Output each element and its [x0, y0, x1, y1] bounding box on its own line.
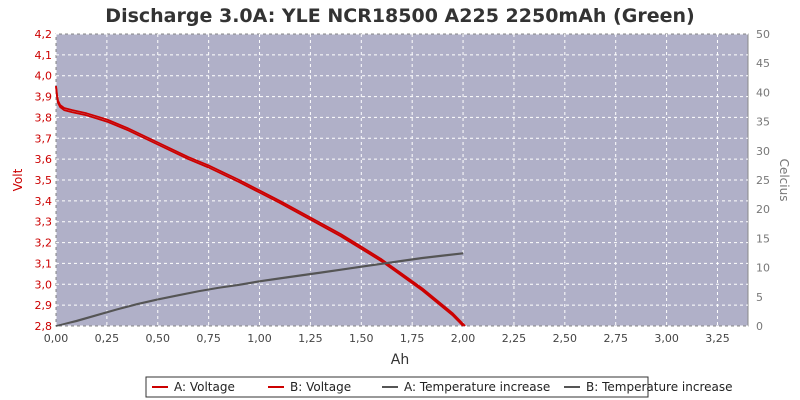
x-tick-label: 0,75 [196, 332, 221, 345]
y-tick-label: 3,6 [35, 153, 53, 166]
series-line-b-temperature-increase [55, 252, 464, 327]
y2-tick-label: 15 [756, 232, 770, 245]
y2-tick-label: 10 [756, 262, 770, 275]
y-tick-label: 4,2 [35, 28, 53, 41]
x-tick-label: 1,75 [400, 332, 425, 345]
legend-label-a-temperature-increase: A: Temperature increase [404, 380, 550, 394]
y-axis-label: Volt [11, 168, 25, 191]
y-tick-label: 2,9 [35, 299, 53, 312]
y2-axis-label: Celcius [777, 159, 791, 202]
legend-label-b-voltage: B: Voltage [290, 380, 351, 394]
series-line-a-voltage [55, 86, 464, 327]
x-tick-label: 2,00 [451, 332, 476, 345]
y-tick-label: 3,5 [35, 174, 53, 187]
x-tick-label: 2,50 [553, 332, 578, 345]
x-tick-label: 1,25 [298, 332, 323, 345]
y-tick-label: 3,3 [35, 216, 53, 229]
series-lines [55, 85, 466, 327]
y-tick-label: 4,1 [35, 49, 53, 62]
y-tick-label: 3,7 [35, 132, 53, 145]
legend-label-b-temperature-increase: B: Temperature increase [586, 380, 733, 394]
x-tick-label: 1,00 [247, 332, 272, 345]
x-tick-label: 3,00 [654, 332, 679, 345]
y-tick-label: 2,8 [35, 320, 53, 333]
y2-tick-label: 30 [756, 145, 770, 158]
x-tick-label: 0,00 [44, 332, 69, 345]
y2-tick-label: 40 [756, 86, 770, 99]
chart-title: Discharge 3.0A: YLE NCR18500 A225 2250mA… [105, 5, 694, 27]
series-line-b-voltage [55, 85, 466, 327]
y-tick-label: 3,0 [35, 278, 53, 291]
x-tick-label: 0,50 [146, 332, 171, 345]
y2-tick-label: 0 [756, 320, 763, 333]
y2-tick-label: 50 [756, 28, 770, 41]
legend: A: Voltage B: Voltage A: Temperature incre… [145, 376, 733, 398]
y-tick-label: 3,2 [35, 237, 53, 250]
gridlines [55, 33, 748, 327]
legend-label-a-voltage: A: Voltage [174, 380, 235, 394]
y2-tick-label: 45 [756, 57, 770, 70]
x-axis-label: Ah [391, 352, 409, 368]
y-tick-label: 4,0 [35, 70, 53, 83]
y2-tick-label: 5 [756, 291, 763, 304]
y-tick-label: 3,9 [35, 91, 53, 104]
y-tick-label: 3,8 [35, 111, 53, 124]
y2-tick-label: 35 [756, 116, 770, 129]
x-tick-label: 3,25 [705, 332, 730, 345]
y-tick-label: 3,4 [35, 195, 53, 208]
tick-labels: 0,00 0,25 0,50 0,75 1,00 1,25 1,50 1,75 2,00 2,25… [35, 28, 771, 345]
y-tick-label: 3,1 [35, 257, 53, 270]
x-tick-label: 2,25 [502, 332, 527, 345]
x-tick-label: 2,75 [603, 332, 628, 345]
x-tick-label: 1,50 [349, 332, 374, 345]
y2-tick-label: 25 [756, 174, 770, 187]
x-tick-label: 0,25 [95, 332, 120, 345]
y2-tick-label: 20 [756, 203, 770, 216]
